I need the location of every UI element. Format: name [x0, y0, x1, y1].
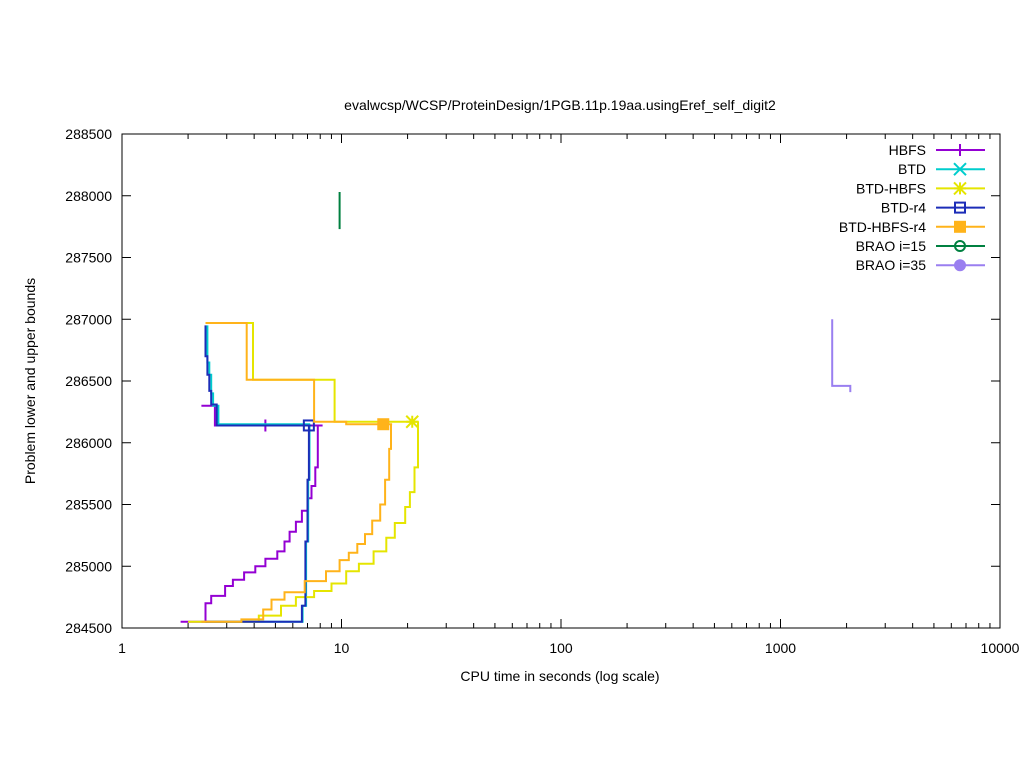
- series-layer: [180, 192, 852, 623]
- y-tick-label: 288000: [65, 188, 112, 204]
- series-btd-hbfs-r4: [201, 322, 393, 623]
- y-tick-label: 285500: [65, 497, 112, 513]
- marker-square-open: [302, 419, 315, 432]
- marker-square-filled: [954, 220, 966, 233]
- lower-bound-line: [201, 424, 392, 623]
- x-tick-label: 10000: [981, 640, 1020, 656]
- y-tick-label: 287500: [65, 250, 112, 266]
- upper-bound-line: [205, 322, 393, 426]
- y-axis-label: Problem lower and upper bounds: [22, 278, 38, 484]
- upper-bound-line: [831, 319, 852, 393]
- legend-label: BRAO i=35: [856, 257, 927, 273]
- series-btd: [201, 325, 311, 623]
- legend-label: BTD-HBFS: [856, 180, 926, 196]
- x-tick-label: 10: [334, 640, 350, 656]
- plot-frame: [121, 133, 1001, 629]
- legend-label: BTD-r4: [881, 200, 926, 216]
- legend-label: BRAO i=15: [856, 238, 927, 254]
- legend-label: BTD: [898, 161, 926, 177]
- legend-label: BTD-HBFS-r4: [839, 219, 926, 235]
- series-btd-r4: [204, 325, 315, 623]
- x-tick-label: 1000: [765, 640, 796, 656]
- marker-circle-open: [954, 240, 966, 252]
- marker-star: [953, 181, 967, 196]
- axis-ticks: 1 10 100 1000 10000 284500 285000 285500 286000 2…: [65, 126, 1019, 656]
- marker-cross: [953, 162, 967, 176]
- chart-title: evalwcsp/WCSP/ProteinDesign/1PGB.11p.19a…: [344, 97, 776, 113]
- series-hbfs: [180, 404, 323, 623]
- y-tick-label: 285000: [65, 558, 112, 574]
- marker-square-open: [954, 201, 966, 214]
- upper-bound-line: [206, 325, 311, 426]
- legend: HBFS BTD BTD-HBFS BTD-r4 BTD-HBFS-r4 BRAO i=1…: [839, 142, 985, 273]
- x-tick-label: 1: [118, 640, 126, 656]
- marker-square-filled: [377, 418, 390, 431]
- marker-circle-filled: [954, 259, 966, 272]
- y-tick-label: 288500: [65, 126, 112, 142]
- upper-bound-line: [204, 325, 312, 427]
- lower-bound-line: [180, 425, 319, 623]
- marker-star: [405, 415, 419, 429]
- marker-plus: [954, 144, 966, 156]
- x-axis-label: CPU time in seconds (log scale): [460, 668, 659, 684]
- upper-bound-line: [207, 322, 419, 423]
- y-tick-label: 286000: [65, 435, 112, 451]
- y-tick-label: 284500: [65, 620, 112, 636]
- series-btd-hbfs: [188, 322, 419, 623]
- lower-bound-line: [188, 421, 419, 623]
- series-brao-i-35: [831, 319, 852, 393]
- lower-bound-line: [205, 425, 310, 623]
- y-tick-label: 287000: [65, 311, 112, 327]
- x-tick-label: 100: [549, 640, 573, 656]
- legend-label: HBFS: [889, 142, 926, 158]
- y-tick-label: 286500: [65, 373, 112, 389]
